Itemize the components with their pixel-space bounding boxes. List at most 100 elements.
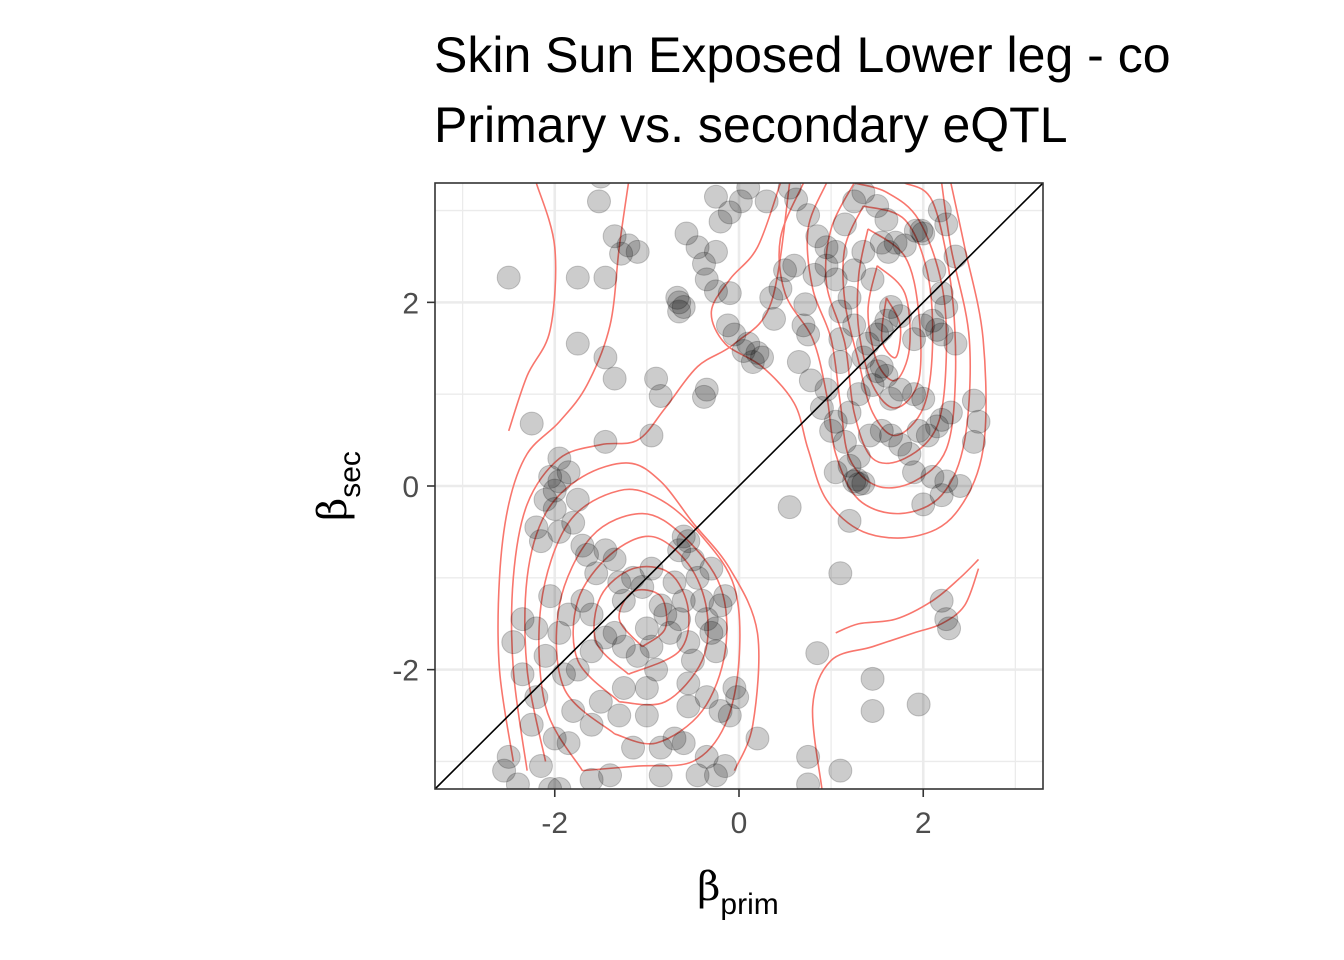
data-point (565, 265, 590, 290)
data-point (671, 588, 696, 613)
data-point (703, 763, 728, 788)
data-point (644, 657, 669, 682)
y-tick-label: 2 (402, 287, 419, 320)
data-point (837, 508, 862, 533)
density-contour-line (593, 565, 690, 675)
data-point (570, 533, 595, 558)
x-axis-label: βprim (697, 864, 778, 921)
data-point (528, 529, 553, 554)
data-point (717, 281, 742, 306)
data-point (911, 313, 936, 338)
data-point (634, 676, 659, 700)
data-point (842, 469, 867, 494)
data-point (607, 570, 632, 595)
data-point (911, 386, 936, 411)
y-axis-label-symbol: β (310, 498, 356, 521)
data-point (556, 602, 581, 627)
data-point (590, 183, 611, 189)
data-point (496, 265, 521, 290)
data-point (533, 487, 558, 512)
data-point (874, 363, 899, 388)
density-contour-line (778, 183, 972, 515)
data-point (846, 444, 871, 469)
density-contour-line (842, 205, 934, 437)
data-point (575, 542, 599, 567)
data-point (851, 183, 876, 205)
data-point (823, 460, 848, 485)
data-point (888, 432, 913, 457)
data-point (703, 279, 728, 304)
data-point (929, 322, 954, 347)
density-contour-line (806, 183, 957, 489)
data-point (648, 763, 673, 788)
data-point (538, 777, 563, 789)
data-point (685, 763, 710, 788)
density-contour-line (538, 488, 741, 772)
data-point (937, 616, 962, 641)
data-point (860, 267, 885, 292)
data-point (713, 754, 738, 779)
data-point (565, 487, 590, 512)
density-contour-line (555, 512, 728, 745)
data-point (625, 643, 650, 668)
data-point (538, 584, 563, 609)
data-point (593, 429, 618, 454)
data-point (579, 712, 604, 737)
data-point (667, 538, 692, 563)
density-contour-line (880, 297, 902, 359)
data-point (906, 692, 931, 717)
x-axis-label-subscript: prim (720, 888, 778, 921)
y-tick-label: -2 (392, 655, 419, 688)
x-tick-label: 0 (731, 807, 748, 840)
data-point (602, 224, 627, 249)
data-point (805, 224, 830, 249)
data-point (851, 239, 876, 264)
data-point (902, 382, 927, 407)
data-point (588, 689, 613, 714)
data-point (510, 607, 535, 632)
data-point (796, 322, 821, 347)
data-point (929, 281, 954, 306)
data-point (713, 584, 738, 609)
data-point (860, 373, 885, 397)
data-point (699, 556, 724, 581)
data-point (782, 253, 807, 278)
data-point (728, 189, 753, 214)
data-point (639, 423, 664, 448)
data-point (860, 666, 885, 691)
data-point (802, 262, 827, 287)
data-point (547, 519, 572, 544)
data-point (929, 407, 954, 432)
data-point (814, 235, 839, 260)
data-point (828, 561, 853, 586)
y-axis-label: βsec (310, 451, 367, 521)
density-contour-line (835, 558, 980, 634)
data-point (691, 384, 716, 409)
density-contour-line (524, 462, 760, 771)
x-axis-label-symbol: β (697, 864, 720, 910)
data-point (708, 209, 733, 234)
data-point (762, 306, 787, 331)
data-point (909, 218, 934, 243)
axis-ticks: -2 0 2 -2 0 2 (392, 287, 931, 840)
data-point (934, 607, 959, 632)
data-point (844, 467, 869, 492)
data-point (934, 469, 959, 494)
data-point (722, 676, 747, 700)
data-point (823, 267, 848, 292)
data-point (865, 359, 890, 384)
data-point (920, 308, 945, 333)
data-point (911, 492, 936, 517)
data-point (768, 276, 793, 301)
data-point (676, 529, 701, 554)
data-point (561, 510, 586, 535)
data-point (579, 767, 604, 789)
data-point (694, 744, 719, 769)
data-point (745, 340, 770, 365)
data-point (736, 183, 761, 200)
data-point (524, 685, 549, 710)
data-point (725, 685, 750, 710)
data-point (584, 561, 609, 586)
data-point (823, 239, 848, 264)
data-point (602, 547, 627, 572)
